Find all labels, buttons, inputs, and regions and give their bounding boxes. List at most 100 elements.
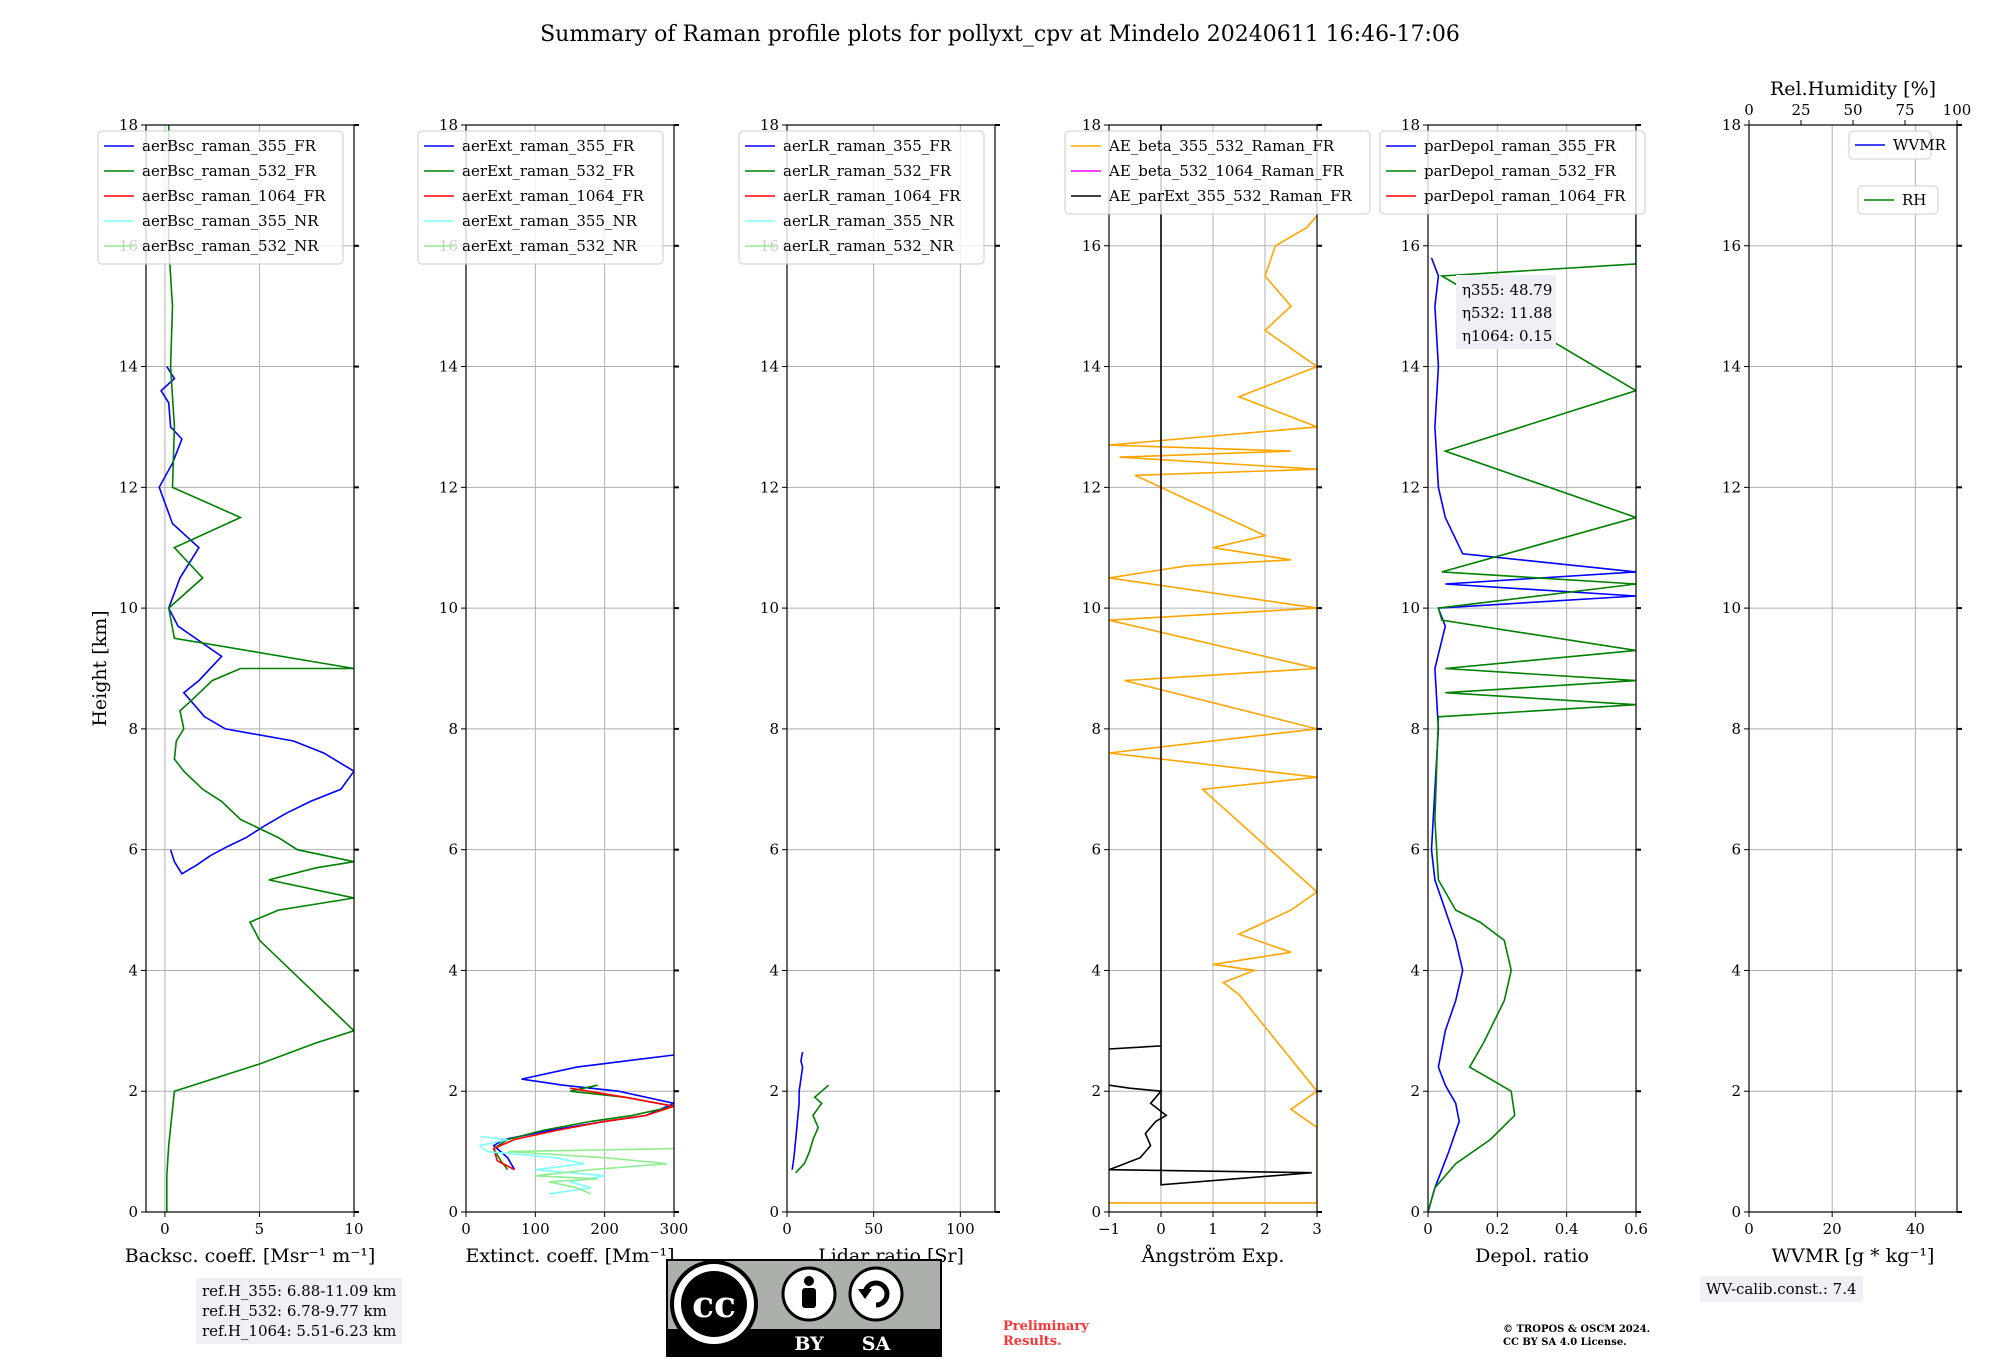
legend-label: aerExt_raman_355_NR xyxy=(462,212,638,230)
legend-label: aerLR_raman_355_FR xyxy=(783,137,952,155)
y-tick-label: 0 xyxy=(448,1203,458,1221)
x-axis-label: Backsc. coeff. [Msr⁻¹ m⁻¹] xyxy=(125,1245,376,1267)
y-tick-label: 14 xyxy=(439,358,458,376)
y-tick-label: 6 xyxy=(128,841,138,859)
cc-by-sa-badge: cc BY SA xyxy=(666,1259,942,1357)
page-title: Summary of Raman profile plots for polly… xyxy=(540,22,1460,47)
y-tick-label: 2 xyxy=(769,1082,779,1100)
y-tick-label: 16 xyxy=(1082,237,1101,255)
annotation-line: η532: 11.88 xyxy=(1462,304,1552,322)
x-tick-label: 100 xyxy=(521,1220,550,1238)
legend: aerLR_raman_355_FR aerLR_raman_532_FR aerL… xyxy=(738,130,985,265)
y-tick-label: 12 xyxy=(1401,478,1420,496)
series-line-aerBsc_raman_355_FR xyxy=(158,366,354,875)
wv-calibration-text: WV-calib.const.: 7.4 xyxy=(1706,1280,1857,1298)
depol-annotation: η355: 48.79 η532: 11.88 η1064: 0.15 xyxy=(1456,275,1556,349)
series-line-AE_beta_355_532_Raman_FR xyxy=(1109,215,1317,1204)
y-tick-label: 18 xyxy=(439,116,458,134)
x-tick-label: 0 xyxy=(461,1220,471,1238)
x-axis-label: Extinct. coeff. [Mm⁻¹] xyxy=(465,1245,674,1267)
y-tick-label: 10 xyxy=(760,599,779,617)
plot-frame xyxy=(1427,124,1637,1213)
legend-label: WVMR xyxy=(1893,136,1947,154)
copyright-note: © TROPOS & OSCM 2024. CC BY SA 4.0 Licen… xyxy=(1503,1323,1650,1349)
series-line-aerExt_raman_355_NR xyxy=(478,1135,605,1195)
x-tick-label: 0 xyxy=(782,1220,792,1238)
x-tick-label: 0.6 xyxy=(1624,1220,1648,1238)
panel-2: 0246810121416180100200300Extinct. coeff.… xyxy=(417,116,689,1267)
y-tick-label: 18 xyxy=(119,116,138,134)
legend-label: AE_beta_355_532_Raman_FR xyxy=(1108,137,1335,155)
y-tick-label: 4 xyxy=(1091,961,1101,979)
series-line-aerExt_raman_532_NR xyxy=(507,1147,674,1195)
y-tick-label: 8 xyxy=(1091,720,1101,738)
y-tick-label: 14 xyxy=(1082,358,1101,376)
x-tick-label: 200 xyxy=(590,1220,619,1238)
legend-box xyxy=(1064,130,1371,215)
legend: aerBsc_raman_355_FR aerBsc_raman_532_FRae… xyxy=(97,130,344,265)
y-tick-label: 10 xyxy=(439,599,458,617)
y-tick-label: 0 xyxy=(769,1203,779,1221)
y-tick-label: 0 xyxy=(128,1203,138,1221)
legend-label: parDepol_raman_355_FR xyxy=(1424,137,1617,155)
y-tick-label: 18 xyxy=(1401,116,1420,134)
panel-3: 024681012141618050100Lidar ratio [Sr]aer… xyxy=(738,116,1000,1267)
legend-label: parDepol_raman_532_FR xyxy=(1424,162,1617,180)
copyright-line-2: CC BY SA 4.0 License. xyxy=(1503,1337,1627,1348)
annotation-line: η355: 48.79 xyxy=(1462,281,1552,299)
ref-height-1064: ref.H_1064: 5.51-6.23 km xyxy=(202,1322,397,1340)
legend-box xyxy=(1848,130,1932,160)
legend-box xyxy=(738,130,985,265)
y-tick-label: 8 xyxy=(128,720,138,738)
y-tick-label: 14 xyxy=(760,358,779,376)
x2-tick-label: 0 xyxy=(1744,101,1754,119)
legend: aerExt_raman_355_FR aerExt_raman_532_FRae… xyxy=(417,130,664,265)
y-tick-label: 2 xyxy=(128,1082,138,1100)
x-tick-label: 0 xyxy=(160,1220,170,1238)
y-tick-label: 4 xyxy=(448,961,458,979)
y-tick-label: 12 xyxy=(1082,478,1101,496)
copyright-line-1: © TROPOS & OSCM 2024. xyxy=(1503,1324,1651,1335)
legend-label: aerBsc_raman_1064_FR xyxy=(142,187,326,205)
x-axis-label: Ångström Exp. xyxy=(1141,1245,1285,1267)
series-line-aerBsc_raman_532_FR xyxy=(166,125,354,1212)
series-line-aerLR_raman_355_FR xyxy=(791,1051,804,1170)
y-tick-label: 18 xyxy=(1082,116,1101,134)
share-alike-icon xyxy=(848,1266,904,1322)
x-tick-label: 20 xyxy=(1823,1220,1842,1238)
y-tick-label: 6 xyxy=(1410,841,1420,859)
preliminary-line-1: Preliminary xyxy=(1003,1319,1089,1334)
plot-frame xyxy=(786,124,996,1213)
y-tick-label: 0 xyxy=(1731,1203,1741,1221)
y-tick-label: 18 xyxy=(1722,116,1741,134)
y-tick-label: 16 xyxy=(1722,237,1741,255)
x2-tick-label: 100 xyxy=(1943,101,1972,119)
series-line-parDepol_raman_532_FR xyxy=(1428,131,1636,1212)
y-tick-label: 4 xyxy=(1731,961,1741,979)
legend-label: aerLR_raman_532_NR xyxy=(783,237,954,255)
x-axis-label: Depol. ratio xyxy=(1475,1245,1589,1267)
legend-box xyxy=(1857,185,1939,215)
y-tick-label: 4 xyxy=(128,961,138,979)
y-tick-label: 12 xyxy=(439,478,458,496)
legend-label: AE_parExt_355_532_Raman_FR xyxy=(1108,187,1353,205)
legend-label: aerExt_raman_355_FR xyxy=(462,137,635,155)
y-tick-label: 4 xyxy=(769,961,779,979)
y-tick-label: 6 xyxy=(769,841,779,859)
x-tick-label: 300 xyxy=(660,1220,689,1238)
plot-frame xyxy=(465,124,675,1213)
legend-label: aerBsc_raman_532_NR xyxy=(142,237,319,255)
x-tick-label: 0.2 xyxy=(1485,1220,1509,1238)
y-tick-label: 6 xyxy=(448,841,458,859)
y-tick-label: 14 xyxy=(1401,358,1420,376)
ref-height-355: ref.H_355: 6.88-11.09 km xyxy=(202,1282,397,1300)
x2-tick-label: 50 xyxy=(1843,101,1862,119)
y-tick-label: 10 xyxy=(1401,599,1420,617)
plot-frame xyxy=(145,124,355,1213)
x-tick-label: 0 xyxy=(1744,1220,1754,1238)
x-tick-label: 100 xyxy=(946,1220,975,1238)
x2-tick-label: 25 xyxy=(1791,101,1810,119)
x-tick-label: 5 xyxy=(255,1220,265,1238)
